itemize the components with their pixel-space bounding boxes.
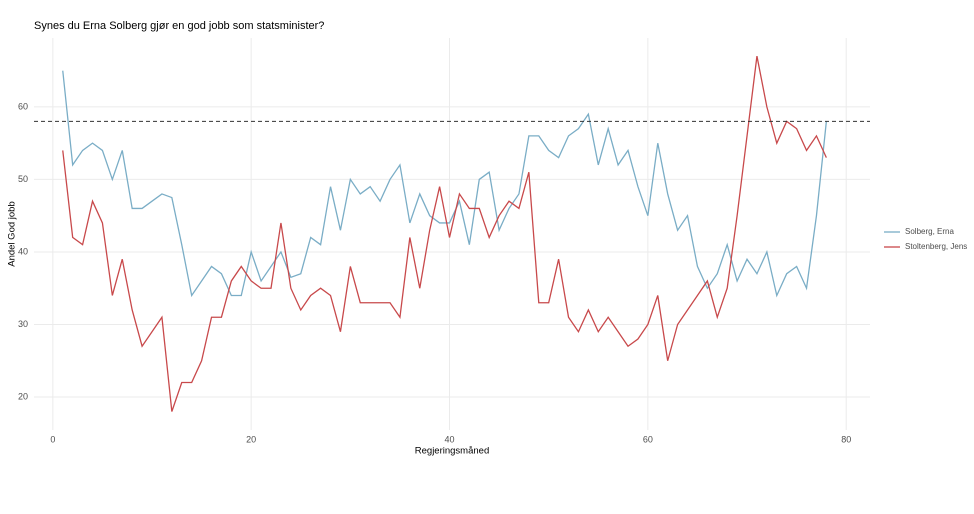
y-axis-title: Andel God jobb (7, 201, 18, 267)
legend-label: Stoltenberg, Jens (905, 242, 967, 251)
x-tick-label: 40 (445, 434, 455, 444)
series-line (62, 56, 827, 412)
series-line (62, 70, 828, 298)
x-axis-title: Regjeringsmåned (415, 446, 489, 457)
y-tick-label: 30 (18, 319, 28, 329)
legend: Solberg, Erna Stoltenberg, Jens (884, 227, 967, 251)
x-tick-label: 80 (841, 434, 851, 444)
x-tick-label: 0 (50, 434, 55, 444)
x-tick-label: 60 (643, 434, 653, 444)
grid (34, 38, 870, 430)
y-tick-label: 40 (18, 246, 28, 256)
x-tick-label: 20 (246, 434, 256, 444)
legend-label: Solberg, Erna (905, 227, 954, 236)
panel (34, 38, 870, 430)
lines (34, 56, 870, 412)
y-tick-label: 50 (18, 174, 28, 184)
y-tick-label: 60 (18, 101, 28, 111)
chart-title: Synes du Erna Solberg gjør en god jobb s… (34, 20, 324, 32)
y-tick-label: 20 (18, 391, 28, 401)
